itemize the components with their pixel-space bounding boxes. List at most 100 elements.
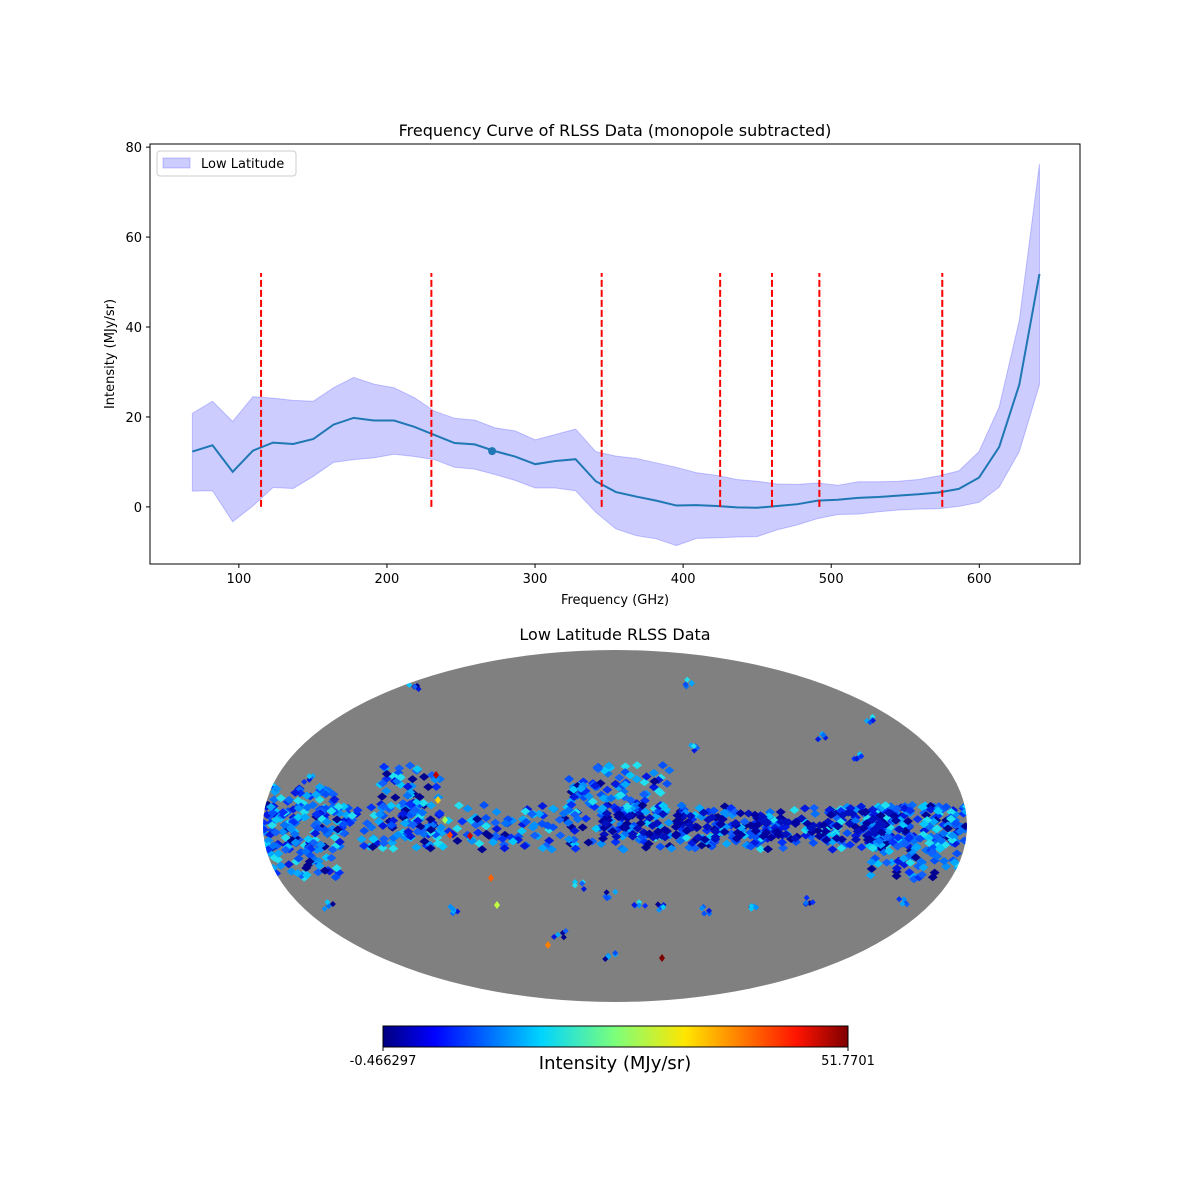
map-pixel <box>293 854 304 863</box>
map-pixel <box>789 805 800 814</box>
map-pixel <box>710 827 721 836</box>
x-tick-label: 400 <box>671 572 696 587</box>
map-pixel <box>681 826 692 835</box>
map-pixel <box>564 775 575 784</box>
map-pixel <box>636 813 647 822</box>
map-pixel <box>635 902 642 909</box>
map-pixel <box>781 830 792 839</box>
map-pixel <box>912 815 923 824</box>
map-pixel <box>622 802 633 811</box>
map-pixel <box>845 840 856 849</box>
map-pixel <box>675 836 686 845</box>
map-pixel <box>597 804 608 813</box>
map-pixel <box>899 900 906 907</box>
map-pixel <box>570 844 581 853</box>
map-pixel <box>778 843 789 852</box>
map-pixel <box>863 830 874 839</box>
map-pixel <box>395 773 406 782</box>
map-pixel <box>356 835 367 844</box>
line-chart: Frequency Curve of RLSS Data (monopole s… <box>103 121 1081 608</box>
map-pixel <box>821 835 832 844</box>
map-pixel <box>338 802 349 811</box>
map-pixel <box>331 864 342 873</box>
map-pixel <box>320 790 331 799</box>
map-pixel <box>481 829 492 838</box>
map-pixel <box>378 834 389 843</box>
map-pixel <box>411 843 422 852</box>
map-pixel <box>865 835 876 844</box>
map-pixel <box>644 813 655 822</box>
map-pixel <box>621 829 632 838</box>
map-pixel <box>302 803 313 812</box>
map-pixel <box>682 681 689 688</box>
map-pixel <box>674 818 685 827</box>
map-pixel <box>314 782 325 791</box>
map-pixel <box>314 795 325 804</box>
map-pixel <box>275 794 286 803</box>
map-pixel <box>896 896 903 903</box>
map-pixel <box>300 813 311 822</box>
map-pixel <box>568 785 579 794</box>
map-pixel <box>959 873 967 882</box>
map-pixel <box>660 833 671 842</box>
map-pixel <box>329 795 340 804</box>
map-pixel <box>618 823 629 832</box>
map-pixel <box>832 822 843 831</box>
map-hot-pixel <box>447 831 453 839</box>
map-pixel <box>858 753 865 760</box>
map-pixel <box>329 900 336 907</box>
map-pixel <box>311 810 322 819</box>
map-pixel <box>491 807 502 816</box>
map-pixel <box>869 717 876 724</box>
y-tick-label: 60 <box>125 231 142 246</box>
map-pixel <box>910 853 921 862</box>
map-pixel <box>884 847 895 856</box>
map-pixel <box>374 810 385 819</box>
map-pixel <box>301 871 312 880</box>
x-tick-label: 200 <box>375 572 400 587</box>
map-pixel <box>521 817 532 826</box>
x-tick-label: 500 <box>819 572 844 587</box>
map-pixel <box>719 808 730 817</box>
map-pixel <box>368 835 379 844</box>
map-pixel <box>941 802 952 811</box>
map-pixel <box>950 819 961 828</box>
map-pixel <box>321 905 328 912</box>
map-pixel <box>671 830 682 839</box>
map-pixel <box>745 842 756 851</box>
map-pixel <box>404 800 415 809</box>
map-pixel <box>927 848 938 857</box>
map-pixel <box>607 827 618 836</box>
map-pixel <box>603 889 610 896</box>
map-pixel <box>663 818 674 827</box>
map-pixel <box>626 824 637 833</box>
map-pixel <box>566 800 577 809</box>
map-pixel <box>402 782 413 791</box>
map-pixel <box>900 896 907 903</box>
map-pixel <box>866 864 877 873</box>
map-pixel <box>275 861 286 870</box>
map-pixel <box>933 806 944 815</box>
map-pixel <box>850 835 861 844</box>
map-pixel <box>454 801 465 810</box>
map-pixel <box>490 831 501 840</box>
map-pixel <box>569 810 580 819</box>
map-pixel <box>946 814 957 823</box>
map-pixel <box>414 793 425 802</box>
map-pixel <box>809 899 816 906</box>
map-pixel <box>642 902 649 909</box>
map-pixel <box>911 843 922 852</box>
map-pixel <box>330 873 341 882</box>
map-pixel <box>598 794 609 803</box>
map-pixel <box>301 791 312 800</box>
map-pixel <box>702 822 713 831</box>
map-pixel <box>398 799 409 808</box>
map-pixel <box>279 821 290 830</box>
map-pixel <box>269 795 280 804</box>
map-pixel <box>856 843 867 852</box>
map-pixel <box>407 775 418 784</box>
map-pixel <box>388 844 399 853</box>
map-pixel <box>271 815 282 824</box>
map-pixel <box>698 808 709 817</box>
map-pixel <box>507 837 518 846</box>
